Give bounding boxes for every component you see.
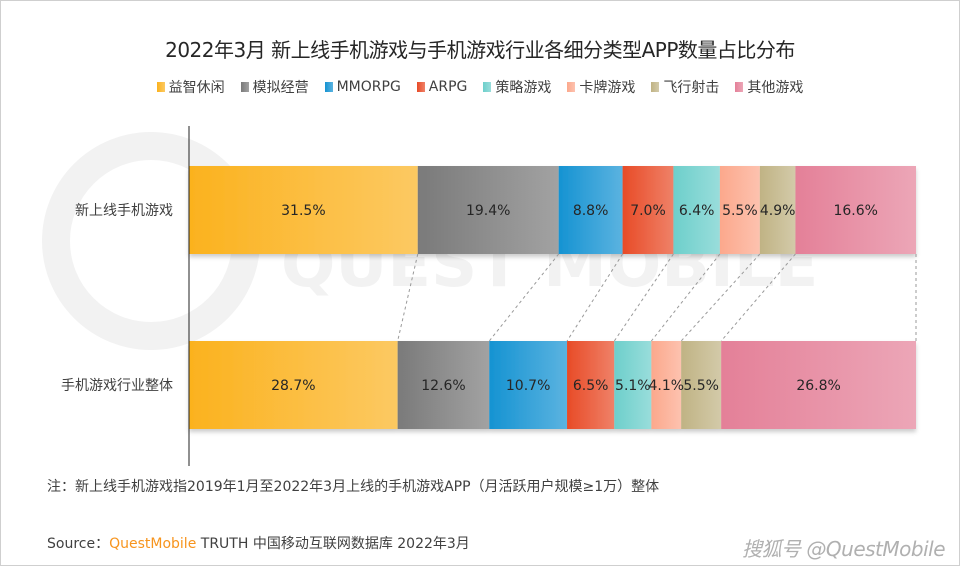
footnote: 注：新上线手机游戏指2019年1月至2022年3月上线的手机游戏APP（月活跃用…: [47, 479, 660, 495]
bar-segment: [567, 341, 615, 429]
data-label: 28.7%: [271, 378, 315, 394]
bar-segment: [397, 341, 490, 429]
source-line: Source：QuestMobile TRUTH 中国移动互联网数据库 2022…: [47, 533, 470, 553]
connector-line: [720, 253, 796, 342]
legend-swatch: [651, 82, 660, 92]
legend-item: ARPG: [416, 77, 468, 97]
bar-segment: [795, 166, 916, 254]
data-label: 4.1%: [648, 378, 684, 394]
source-brand: QuestMobile: [109, 536, 197, 552]
data-label: 7.0%: [630, 203, 666, 219]
bar-segment: [651, 341, 682, 429]
legend-swatch: [735, 82, 744, 92]
bar-1: [189, 341, 916, 429]
legend-item: MMORPG: [324, 77, 401, 97]
legend-item: 益智休闲: [156, 77, 225, 97]
data-label: 16.6%: [833, 203, 877, 219]
connector-line: [397, 253, 419, 342]
bar-segment: [558, 166, 623, 254]
data-label: 12.6%: [421, 378, 465, 394]
category-label: 手机游戏行业整体: [61, 378, 173, 394]
bar-segment: [417, 166, 559, 254]
connector-line: [566, 253, 624, 342]
bar-segment: [681, 341, 722, 429]
bar-segment: [719, 166, 760, 254]
bar-segment: [622, 166, 674, 254]
legend-item: 卡牌游戏: [567, 77, 635, 97]
legend-label: 飞行射击: [663, 80, 720, 96]
bar-0: [189, 166, 916, 254]
data-label: 6.5%: [573, 378, 609, 394]
legend-label: 卡牌游戏: [579, 80, 636, 96]
bar-segment: [759, 166, 796, 254]
legend-swatch: [567, 82, 576, 92]
legend-item: 策略游戏: [483, 77, 551, 97]
legend-label: 模拟经营: [252, 80, 309, 96]
legend-label: 益智休闲: [168, 80, 225, 96]
data-label: 5.5%: [722, 203, 758, 219]
chart-title: 2022年3月 新上线手机游戏与手机游戏行业各细分类型APP数量占比分布: [165, 38, 795, 62]
connector-line: [650, 253, 721, 342]
data-label: 8.8%: [573, 203, 609, 219]
source-prefix: Source：: [47, 536, 110, 552]
data-label: 19.4%: [466, 203, 510, 219]
data-label: 10.7%: [506, 378, 550, 394]
legend-label: 其他游戏: [747, 80, 804, 96]
legend-swatch: [483, 82, 492, 92]
bar-segment: [189, 166, 418, 254]
data-label: 31.5%: [281, 203, 325, 219]
legend-swatch: [156, 82, 165, 92]
data-label: 5.1%: [615, 378, 651, 394]
legend-label: MMORPG: [336, 79, 401, 95]
source-rest: TRUTH 中国移动互联网数据库 2022年3月: [196, 536, 470, 552]
category-label: 新上线手机游戏: [75, 203, 173, 219]
data-label: 6.4%: [679, 203, 715, 219]
connector-line: [488, 253, 560, 342]
legend-label: ARPG: [428, 79, 468, 95]
data-label: 4.9%: [760, 203, 796, 219]
legend-label: 策略游戏: [495, 80, 552, 96]
data-label: 5.5%: [683, 378, 719, 394]
bar-segment: [489, 341, 568, 429]
legend: 益智休闲 模拟经营 MMORPG ARPG 策略游戏 卡牌游戏 飞行射击 其他游戏: [1, 77, 959, 97]
watermark: 搜狐号 @QuestMobile: [742, 537, 945, 561]
legend-swatch: [240, 82, 249, 92]
legend-swatch: [324, 82, 333, 92]
legend-swatch: [416, 82, 425, 92]
bar-segment: [673, 166, 720, 254]
connector-line: [680, 253, 761, 342]
data-label: 26.8%: [796, 378, 840, 394]
bar-segment: [189, 341, 398, 429]
bar-segment: [614, 341, 652, 429]
legend-item: 飞行射击: [651, 77, 719, 97]
legend-item: 其他游戏: [735, 77, 803, 97]
bar-segment: [721, 341, 916, 429]
legend-item: 模拟经营: [240, 77, 309, 97]
